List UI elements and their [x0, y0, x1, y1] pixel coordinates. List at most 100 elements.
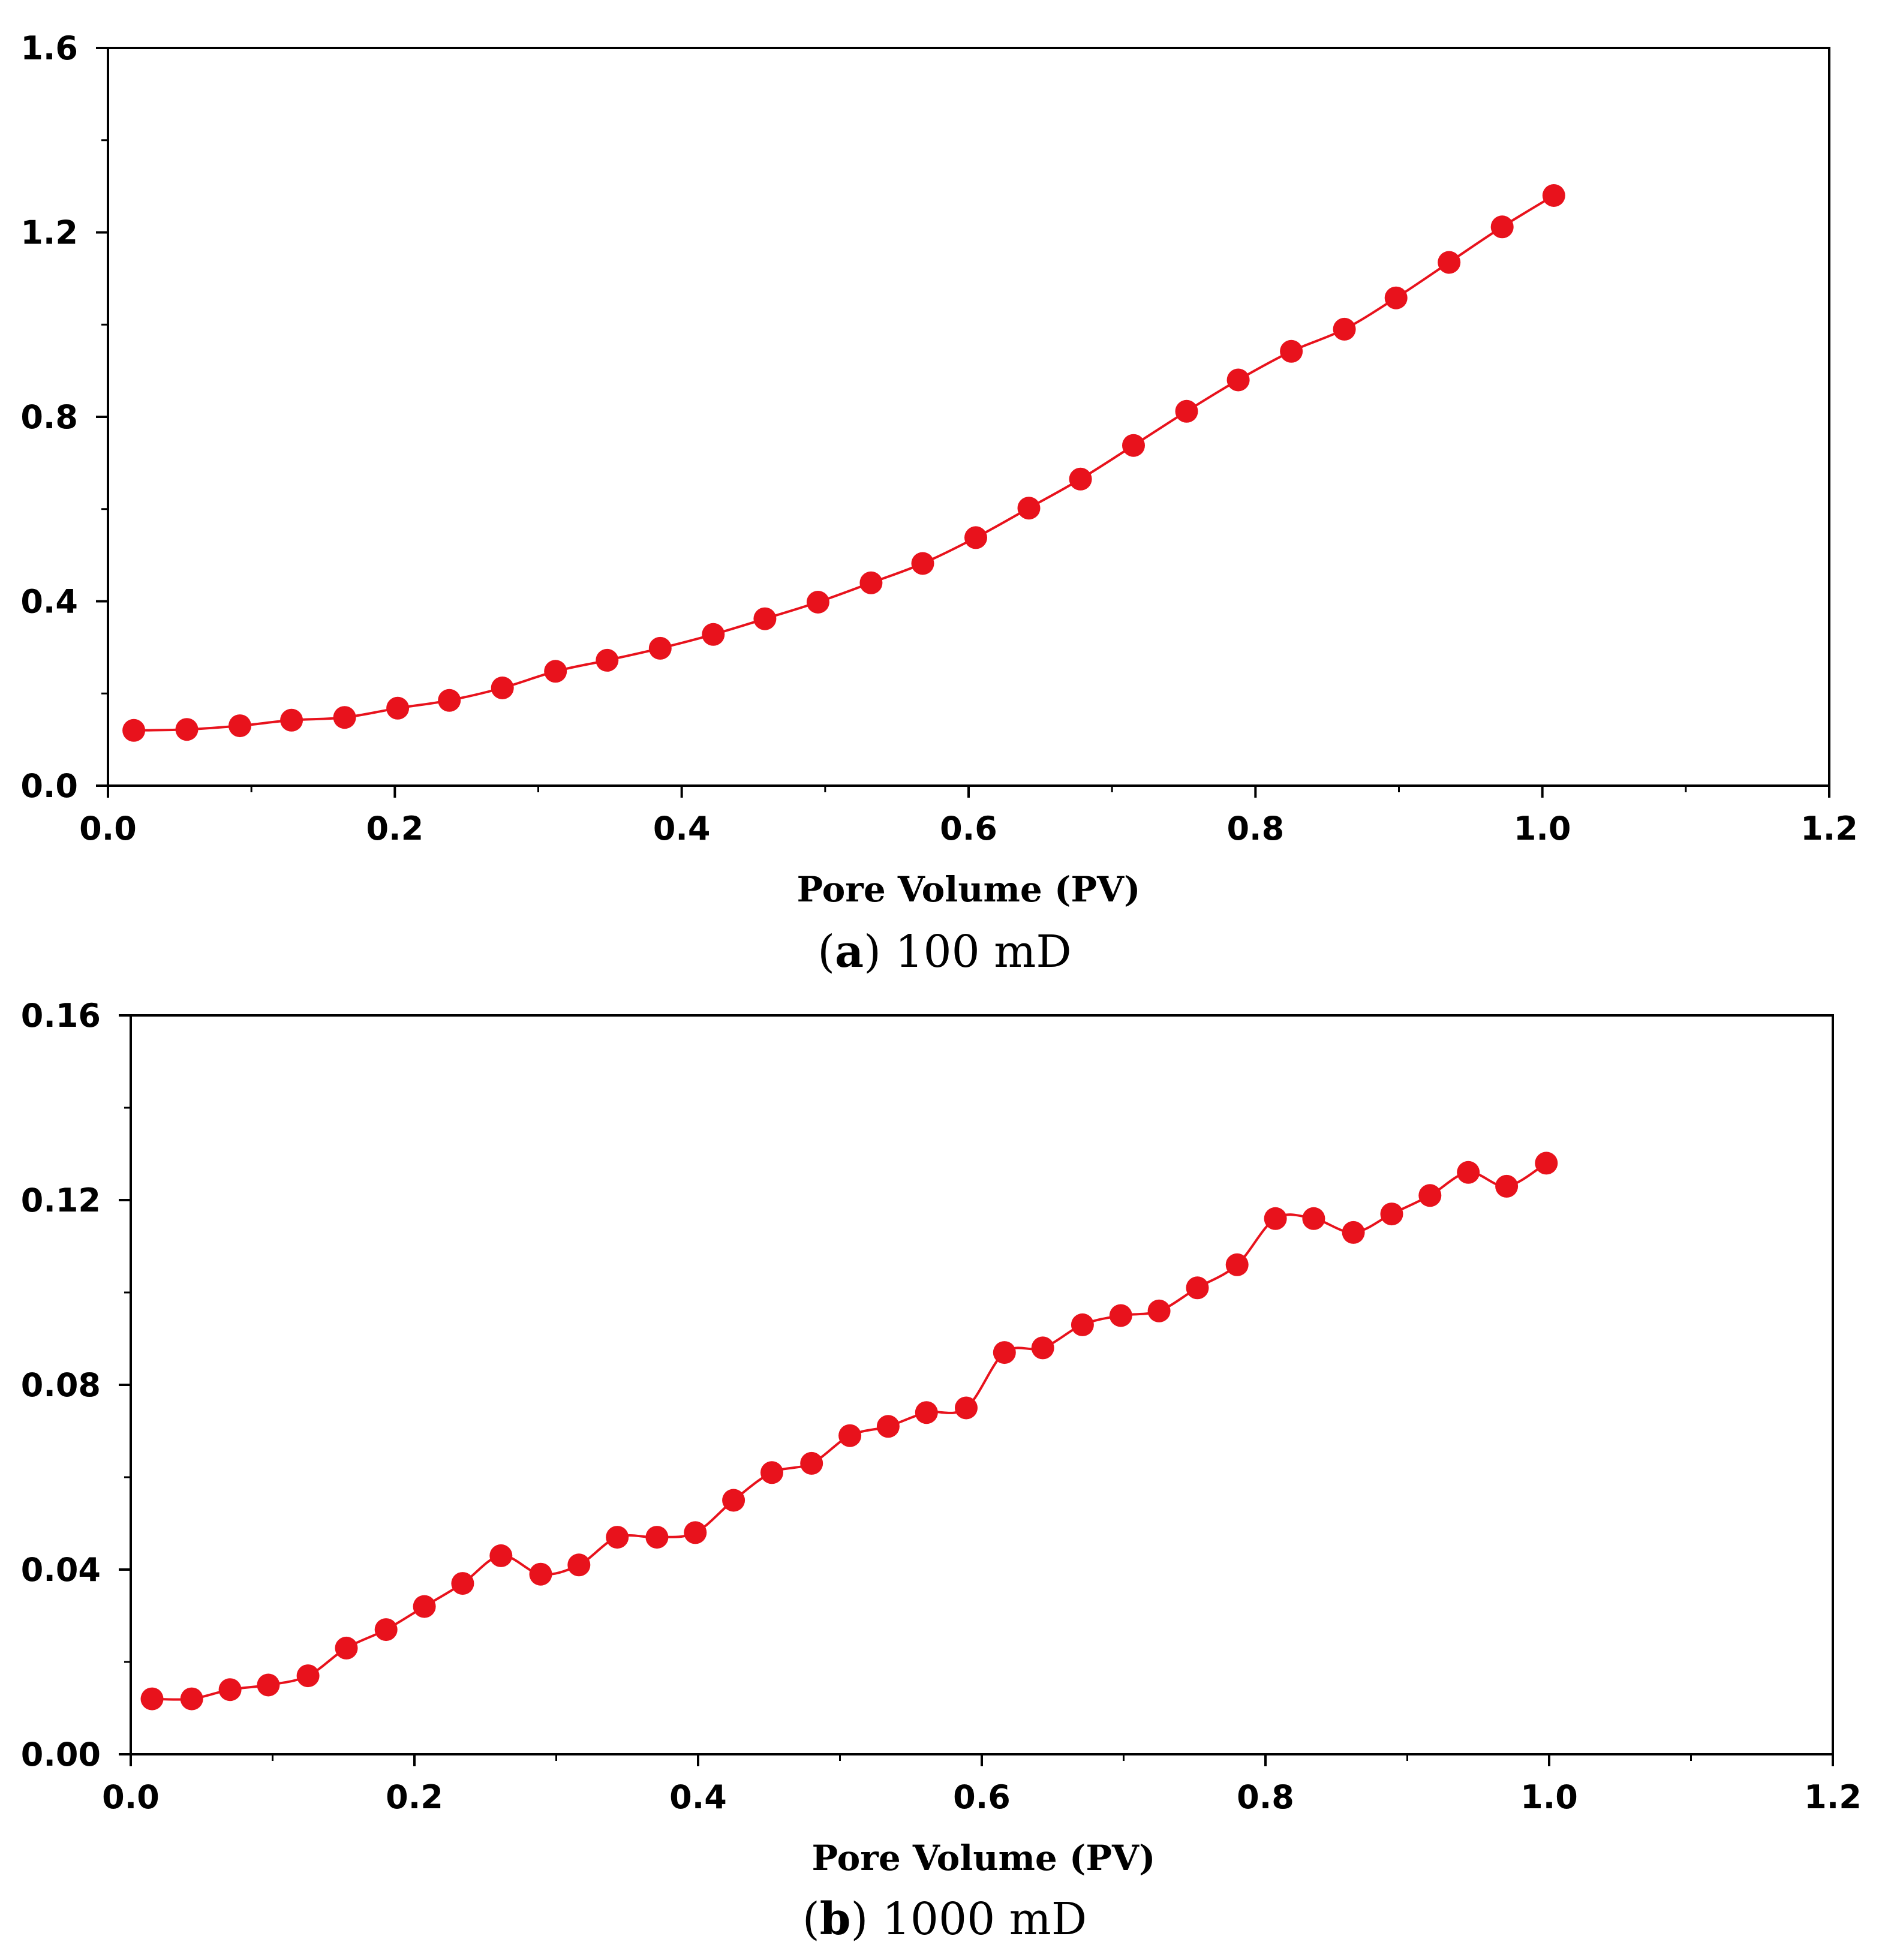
- data-point: [335, 1636, 358, 1660]
- data-point: [1384, 286, 1408, 309]
- data-point: [1380, 1203, 1403, 1226]
- data-point: [489, 1544, 513, 1567]
- data-point: [1264, 1207, 1287, 1230]
- data-point: [567, 1553, 591, 1577]
- x-tick-label: 0.8: [1237, 1778, 1294, 1816]
- data-point: [859, 571, 883, 594]
- data-point: [386, 696, 410, 720]
- data-point: [218, 1678, 242, 1702]
- data-point: [1109, 1304, 1132, 1327]
- data-point: [838, 1424, 862, 1447]
- panel-caption: (a) 100 mD: [817, 926, 1072, 978]
- data-point: [1225, 1253, 1249, 1276]
- data-point: [413, 1595, 436, 1618]
- data-point: [1017, 497, 1041, 520]
- data-point: [753, 607, 777, 630]
- caption-close-paren: ): [864, 926, 881, 978]
- caption-text: 100 mD: [881, 926, 1072, 978]
- data-point: [1175, 399, 1198, 423]
- x-axis-title: Pore Volume (PV): [797, 869, 1141, 910]
- y-tick-label: 0.4: [20, 583, 78, 621]
- data-point: [964, 526, 987, 549]
- data-point: [1457, 1161, 1480, 1184]
- x-tick-label: 1.2: [1804, 1778, 1862, 1816]
- data-point: [955, 1396, 978, 1420]
- data-point: [451, 1572, 474, 1595]
- data-point: [491, 677, 514, 699]
- data-point: [438, 689, 461, 712]
- data-point: [1031, 1336, 1054, 1360]
- y-tick-label: 0.0: [20, 767, 78, 805]
- data-point: [544, 660, 567, 683]
- y-tick-label: 0.08: [21, 1366, 101, 1404]
- y-tick-labels: 0.0 0.4 0.8 1.2 1.6: [20, 29, 78, 805]
- data-point: [333, 706, 356, 729]
- x-tick-label: 0.6: [940, 810, 997, 847]
- x-axis-title: Pore Volume (PV): [812, 1838, 1156, 1878]
- data-point: [122, 719, 146, 742]
- caption-letter: a: [835, 926, 864, 978]
- data-point: [175, 718, 199, 741]
- series-layer: [140, 1152, 1558, 1711]
- data-point: [806, 591, 829, 614]
- data-point: [1438, 251, 1461, 274]
- data-point: [1071, 1313, 1094, 1336]
- data-point: [1226, 368, 1250, 392]
- x-tick-label: 1.2: [1800, 810, 1858, 847]
- data-point: [1535, 1152, 1558, 1175]
- series-layer: [122, 184, 1565, 742]
- data-point: [1333, 317, 1356, 341]
- data-point: [1280, 339, 1303, 363]
- panel-caption: (b) 1000 mD: [802, 1893, 1087, 1945]
- data-point: [529, 1562, 552, 1586]
- data-point: [915, 1401, 938, 1424]
- x-tick-labels: 0.0 0.2 0.4 0.6 0.8 1.0 1.2: [102, 1778, 1862, 1816]
- data-point: [596, 648, 619, 672]
- axis-ticks: [119, 1014, 1834, 1766]
- x-tick-label: 1.0: [1520, 1778, 1578, 1816]
- data-point: [1418, 1184, 1442, 1207]
- data-point: [993, 1341, 1016, 1364]
- y-tick-label: 0.12: [21, 1182, 101, 1219]
- caption-close-paren: ): [850, 1893, 868, 1945]
- caption-open-paren: (: [817, 926, 835, 978]
- data-point: [180, 1687, 203, 1711]
- data-point: [800, 1451, 823, 1475]
- x-tick-label: 0.6: [953, 1778, 1011, 1816]
- data-point: [280, 708, 303, 732]
- x-tick-label: 0.0: [102, 1778, 160, 1816]
- data-point: [648, 636, 672, 660]
- data-point: [140, 1687, 164, 1711]
- y-tick-labels: 0.00 0.04 0.08 0.12 0.16: [21, 997, 101, 1773]
- data-point: [374, 1618, 398, 1642]
- data-point: [911, 552, 934, 575]
- data-point: [1302, 1207, 1325, 1230]
- caption-letter: b: [820, 1893, 851, 1945]
- data-point: [684, 1521, 707, 1544]
- y-tick-label: 0.00: [21, 1736, 101, 1773]
- chart-panel-b: 0.0 0.2 0.4 0.6 0.8 1.0 1.2 0.000.040.080.120.…: [21, 997, 1862, 1945]
- caption-text: 1000 mD: [868, 1893, 1087, 1945]
- data-point: [760, 1461, 783, 1484]
- data-point: [1495, 1174, 1519, 1198]
- y-tick-label: 1.2: [20, 214, 78, 252]
- y-tick-label: 0.16: [21, 997, 101, 1035]
- data-point: [606, 1526, 629, 1549]
- chart-panel-a: 0.0 0.2 0.4 0.6 0.8 1.0 1.2 0.0 0.4 0.8 1.2 1.6 Po…: [20, 29, 1858, 978]
- data-point: [1342, 1221, 1365, 1244]
- data-point: [1069, 467, 1092, 491]
- data-point: [1186, 1276, 1209, 1300]
- x-tick-label: 1.0: [1514, 810, 1571, 847]
- data-point: [296, 1664, 320, 1688]
- data-point: [876, 1415, 900, 1438]
- data-point: [1490, 215, 1514, 239]
- y-tick-label: 1.6: [20, 29, 78, 67]
- x-tick-label: 0.4: [669, 1778, 727, 1816]
- x-tick-label: 0.8: [1226, 810, 1284, 847]
- x-tick-label: 0.2: [386, 1778, 443, 1816]
- y-tick-label: 0.04: [21, 1551, 101, 1589]
- data-point: [722, 1489, 745, 1512]
- x-tick-labels: 0.0 0.2 0.4 0.6 0.8 1.0 1.2: [79, 810, 1858, 847]
